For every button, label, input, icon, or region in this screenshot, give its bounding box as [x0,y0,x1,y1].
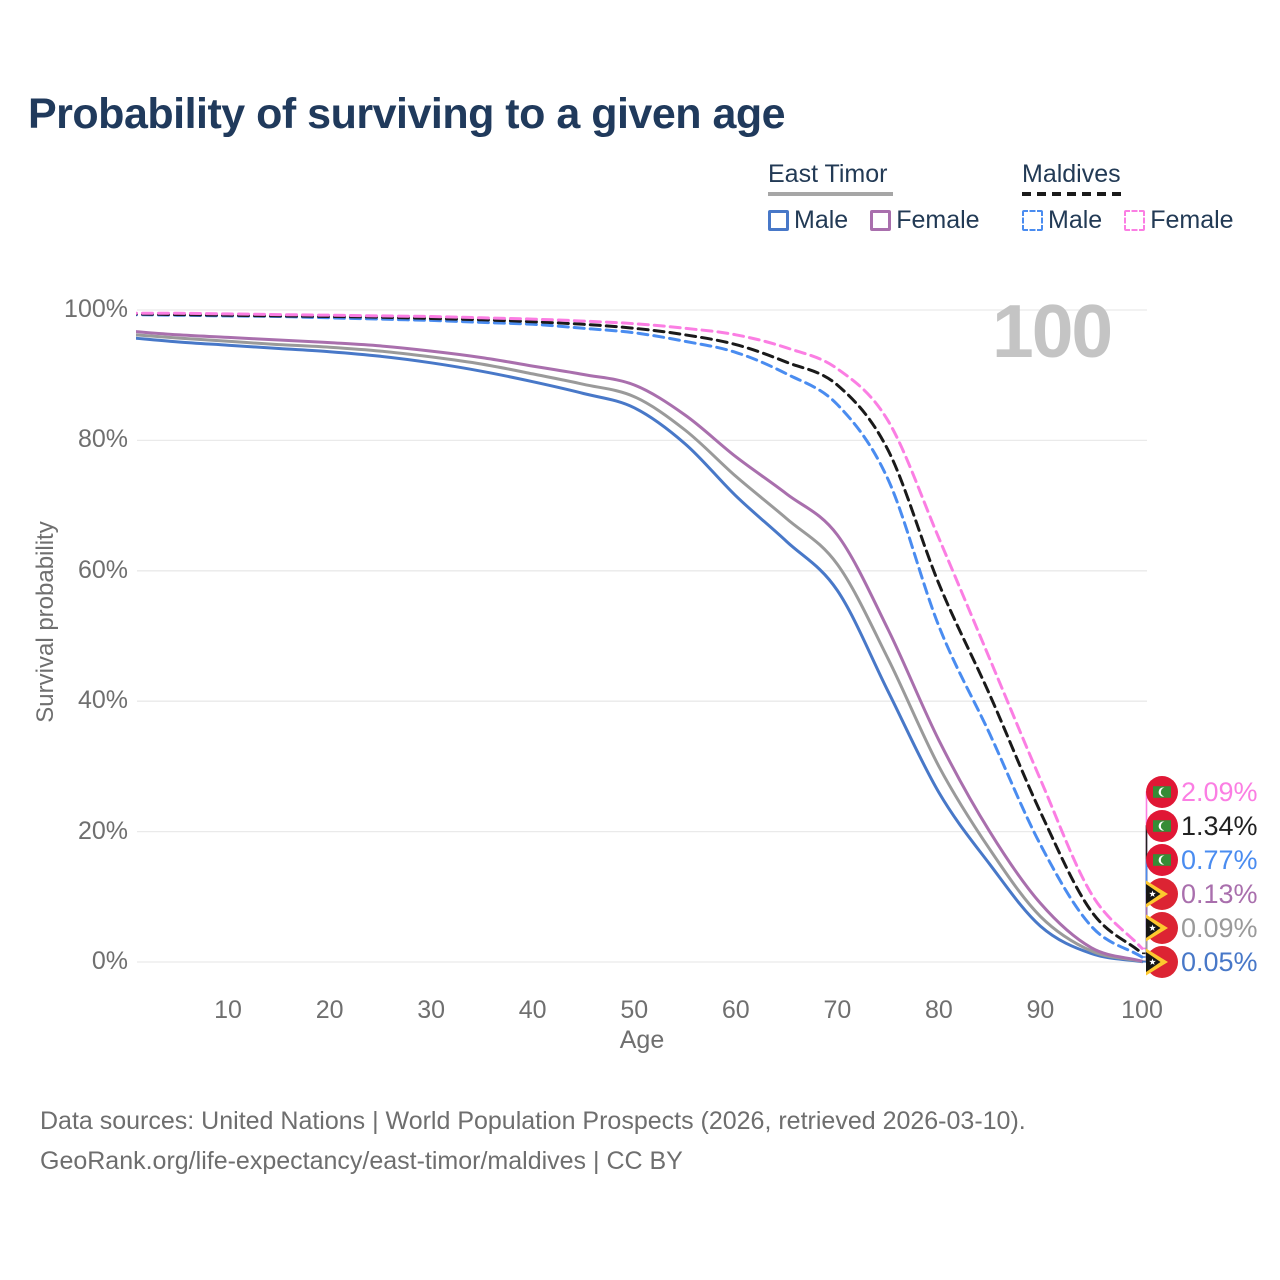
y-axis-tick: 40% [77,686,128,715]
legend-swatch-maldives-female [1124,210,1146,231]
legend-items: Male Female [768,206,980,235]
x-axis-tick: 50 [620,996,649,1024]
legend-underline-east-timor [768,192,893,196]
legend-group-title: East Timor [768,160,888,188]
legend-underline-maldives [1022,192,1127,196]
legend-item-label: Male [794,206,849,234]
endpoint-east-timor-row: 0.05% [1146,945,1258,979]
x-axis-tick: 100 [1121,996,1163,1024]
endpoint-maldives-row: 0.77% [1146,843,1258,877]
endpoint-value: 0.77% [1181,844,1258,875]
legend-group-title: Maldives [1022,160,1121,188]
endpoint-value: 0.05% [1181,946,1258,977]
legend-item-east-timor-male[interactable]: Male [768,206,848,235]
y-axis-tick: 100% [64,295,128,323]
legend-item-east-timor-female[interactable]: Female [870,206,980,235]
attribution-text: GeoRank.org/life-expectancy/east-timor/m… [40,1147,683,1175]
x-axis-title: Age [619,1026,665,1054]
legend-item-label: Female [1150,206,1234,234]
legend-group-maldives: Maldives Male Female [1022,160,1234,235]
legend-swatch-east-timor-male [768,210,789,231]
x-axis-tick: 40 [518,996,547,1024]
legend-items: Male Female [1022,206,1234,235]
curve-east-timor-female [136,330,1144,963]
maldives-flag-icon [1146,844,1178,876]
curve-maldives-female [136,311,1144,950]
endpoint-east-timor-row: 0.09% [1146,911,1258,945]
east-timor-flag-icon [1146,912,1178,944]
endpoint-value: 2.09% [1181,776,1258,807]
legend-group-east-timor: East Timor Male Female [768,160,980,235]
age-counter-watermark: 100 [992,289,1113,373]
data-sources-text: Data sources: United Nations | World Pop… [40,1107,1026,1135]
endpoint-value: 0.13% [1181,878,1258,909]
east-timor-flag-icon [1146,878,1178,910]
y-axis-tick: 20% [77,816,128,845]
curve-maldives-both-sexes [136,312,1144,955]
curve-east-timor-male [136,336,1144,964]
endpoint-east-timor-row: 0.13% [1146,877,1258,911]
legend-swatch-east-timor-female [870,210,892,231]
survival-curves [136,311,1144,964]
x-axis-tick: 10 [214,996,242,1024]
endpoint-maldives-row: 2.09% [1146,775,1258,809]
y-axis-title: Survival probability [32,521,59,723]
legend-item-maldives-female[interactable]: Female [1124,206,1234,235]
x-axis-tick: 80 [924,996,953,1024]
page-title: Probability of surviving to a given age [28,90,786,138]
curve-maldives-male [136,313,1144,959]
legend-item-maldives-male[interactable]: Male [1022,206,1102,235]
y-axis-tick: 80% [77,425,128,454]
endpoint-maldives-row: 1.34% [1146,809,1258,843]
gridlines [137,309,1147,963]
maldives-flag-icon [1146,810,1178,842]
endpoint-value: 0.09% [1181,912,1258,943]
x-axis-tick: 60 [721,996,750,1024]
x-axis-tick: 20 [315,996,344,1024]
y-axis-tick: 0% [91,947,128,975]
legend-item-label: Female [896,206,980,234]
maldives-flag-icon [1146,776,1178,808]
x-axis-tick: 70 [823,996,852,1024]
legend-swatch-maldives-male [1022,210,1043,231]
x-axis-tick: 90 [1026,996,1055,1024]
east-timor-flag-icon [1146,946,1178,978]
curve-east-timor-both-sexes [136,333,1144,963]
y-axis-tick: 60% [77,555,128,584]
legend-item-label: Male [1048,206,1103,234]
x-axis-tick: 30 [417,996,446,1024]
endpoint-value: 1.34% [1181,810,1258,841]
